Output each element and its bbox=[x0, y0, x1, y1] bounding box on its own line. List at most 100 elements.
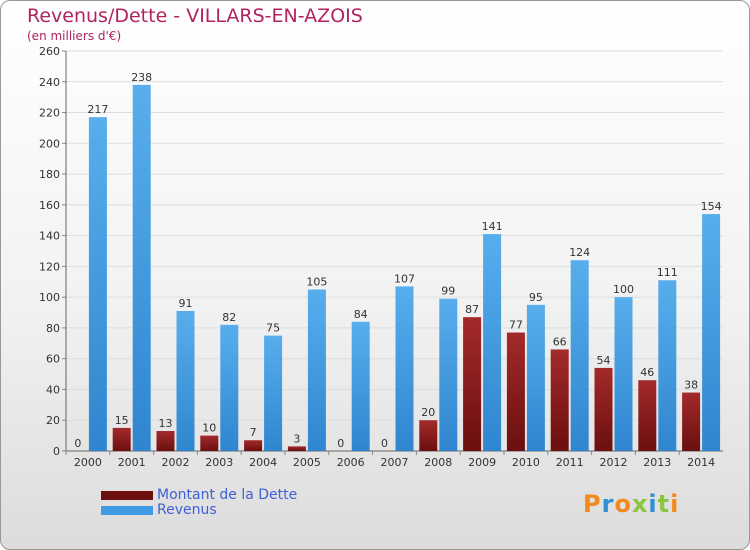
data-label-dette: 66 bbox=[553, 335, 567, 348]
bar-revenus bbox=[220, 324, 239, 451]
y-tick-label: 100 bbox=[39, 291, 60, 304]
y-tick-label: 240 bbox=[39, 76, 60, 89]
bar-revenus bbox=[439, 298, 458, 451]
y-tick-label: 200 bbox=[39, 137, 60, 150]
bar-revenus bbox=[395, 286, 414, 451]
data-label-revenus: 82 bbox=[222, 311, 236, 324]
data-label-revenus: 105 bbox=[306, 275, 327, 288]
x-tick-label: 2013 bbox=[643, 456, 671, 469]
bar-revenus bbox=[132, 84, 151, 451]
logo-letter: i bbox=[648, 490, 658, 518]
legend-label-dette: Montant de la Dette bbox=[157, 487, 298, 503]
bar-revenus bbox=[307, 289, 326, 451]
y-tick-label: 140 bbox=[39, 230, 60, 243]
data-label-revenus: 111 bbox=[657, 266, 678, 279]
y-tick-label: 120 bbox=[39, 260, 60, 273]
x-tick-label: 2001 bbox=[118, 456, 146, 469]
bar-revenus bbox=[570, 260, 589, 451]
y-tick-label: 40 bbox=[46, 383, 60, 396]
bar-dette bbox=[594, 367, 613, 451]
data-label-revenus: 107 bbox=[394, 272, 415, 285]
x-tick-label: 2005 bbox=[293, 456, 321, 469]
x-tick-label: 2011 bbox=[556, 456, 584, 469]
data-label-dette: 0 bbox=[74, 437, 81, 450]
data-label-dette: 38 bbox=[684, 379, 698, 392]
data-label-dette: 13 bbox=[159, 417, 173, 430]
data-label-revenus: 75 bbox=[266, 322, 280, 335]
x-tick-label: 2014 bbox=[687, 456, 715, 469]
y-tick-label: 180 bbox=[39, 168, 60, 181]
x-tick-label: 2012 bbox=[600, 456, 628, 469]
logo-letter: x bbox=[631, 490, 649, 518]
bar-dette bbox=[419, 420, 438, 451]
logo-letter: r bbox=[601, 490, 615, 518]
x-tick-label: 2009 bbox=[468, 456, 496, 469]
legend-label-revenus: Revenus bbox=[157, 502, 217, 518]
bar-dette bbox=[463, 317, 482, 451]
bar-dette bbox=[244, 440, 263, 451]
x-tick-label: 2004 bbox=[249, 456, 277, 469]
data-label-dette: 54 bbox=[597, 354, 611, 367]
x-tick-label: 2008 bbox=[424, 456, 452, 469]
bar-revenus bbox=[264, 335, 283, 451]
bar-dette bbox=[638, 380, 657, 451]
bar-revenus bbox=[614, 297, 633, 451]
bar-revenus bbox=[176, 311, 195, 451]
legend-swatch-revenus bbox=[101, 505, 153, 515]
data-label-revenus: 91 bbox=[179, 297, 193, 310]
data-label-revenus: 95 bbox=[529, 291, 543, 304]
bar-dette bbox=[200, 435, 219, 451]
chart-title: Revenus/Dette - VILLARS-EN-AZOIS bbox=[27, 5, 363, 27]
data-label-dette: 0 bbox=[337, 437, 344, 450]
y-tick-label: 20 bbox=[46, 414, 60, 427]
bar-revenus bbox=[483, 234, 502, 451]
y-tick-label: 160 bbox=[39, 199, 60, 212]
data-label-dette: 3 bbox=[293, 432, 300, 445]
data-label-revenus: 154 bbox=[701, 200, 722, 213]
data-label-dette: 77 bbox=[509, 319, 523, 332]
data-label-dette: 87 bbox=[465, 303, 479, 316]
bar-revenus bbox=[88, 117, 107, 452]
data-label-revenus: 124 bbox=[569, 246, 590, 259]
data-label-dette: 15 bbox=[115, 414, 129, 427]
chart-subtitle: (en milliers d'€) bbox=[27, 29, 122, 43]
data-label-revenus: 141 bbox=[482, 220, 503, 233]
logo-letter: i bbox=[670, 490, 680, 518]
x-tick-label: 2006 bbox=[337, 456, 365, 469]
y-tick-label: 80 bbox=[46, 322, 60, 335]
data-label-revenus: 100 bbox=[613, 283, 634, 296]
bar-dette bbox=[682, 392, 701, 451]
data-label-dette: 7 bbox=[250, 426, 257, 439]
x-tick-label: 2007 bbox=[381, 456, 409, 469]
legend-item-dette: Montant de la Dette bbox=[101, 487, 297, 503]
data-label-dette: 46 bbox=[640, 366, 654, 379]
bar-dette bbox=[112, 427, 131, 451]
x-tick-label: 2000 bbox=[74, 456, 102, 469]
y-tick-label: 220 bbox=[39, 107, 60, 120]
bar-revenus bbox=[351, 321, 370, 451]
bar-dette bbox=[287, 446, 306, 451]
data-label-dette: 10 bbox=[202, 422, 216, 435]
proxiti-logo: Proxiti bbox=[583, 490, 679, 518]
bar-dette bbox=[550, 349, 569, 451]
bar-revenus bbox=[658, 280, 677, 451]
x-tick-label: 2003 bbox=[205, 456, 233, 469]
data-label-revenus: 217 bbox=[87, 103, 108, 116]
legend-swatch-dette bbox=[101, 490, 153, 500]
logo-letter: t bbox=[657, 490, 671, 518]
y-tick-label: 60 bbox=[46, 353, 60, 366]
data-label-revenus: 99 bbox=[441, 285, 455, 298]
logo-letter: o bbox=[614, 490, 632, 518]
legend-item-revenus: Revenus bbox=[101, 502, 217, 518]
bar-dette bbox=[156, 431, 175, 451]
x-tick-label: 2002 bbox=[162, 456, 190, 469]
x-tick-label: 2010 bbox=[512, 456, 540, 469]
data-label-dette: 20 bbox=[421, 406, 435, 419]
bar-revenus bbox=[702, 214, 721, 451]
y-tick-label: 260 bbox=[39, 45, 60, 58]
logo-letter: P bbox=[583, 490, 602, 518]
data-label-dette: 0 bbox=[381, 437, 388, 450]
bar-revenus bbox=[526, 304, 545, 451]
